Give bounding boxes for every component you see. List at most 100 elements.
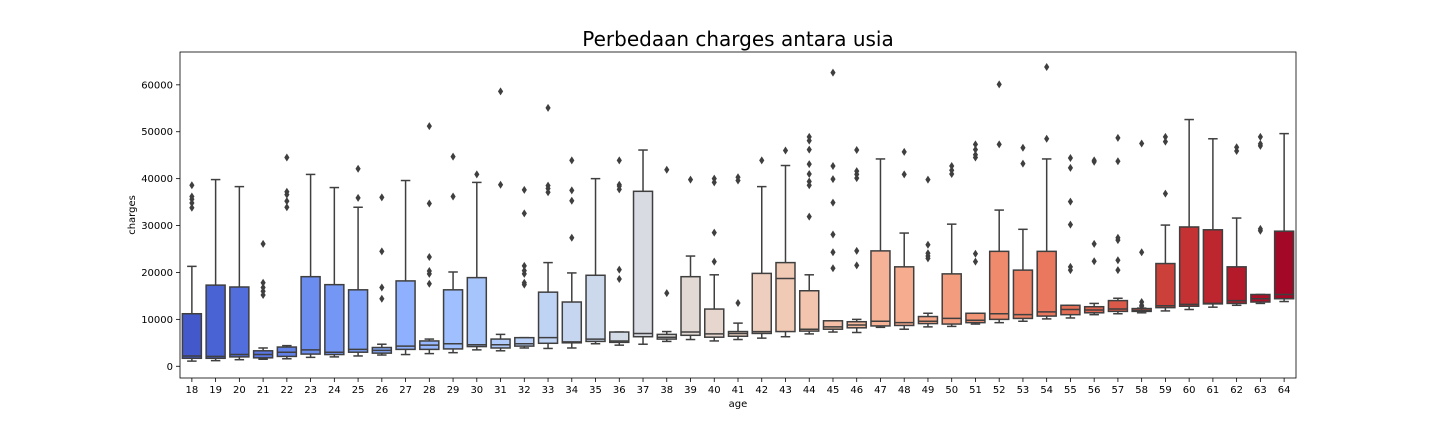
outlier-point — [474, 170, 480, 179]
outlier-point — [189, 181, 195, 190]
outlier-point — [782, 146, 789, 155]
outlier-point — [1257, 132, 1263, 141]
outlier-point — [379, 193, 385, 202]
outlier-point — [1020, 143, 1026, 152]
outlier-point — [806, 212, 812, 221]
outlier-point — [450, 152, 456, 161]
outlier-point — [1020, 159, 1026, 168]
outlier-point — [284, 187, 290, 196]
x-tick-label: 19 — [209, 385, 222, 396]
outlier-point — [1257, 139, 1263, 148]
x-tick-label: 21 — [257, 385, 270, 396]
outlier-point — [901, 170, 907, 179]
y-tick-label: 60000 — [141, 80, 173, 91]
plot-frame — [179, 51, 1297, 379]
y-tick-label: 10000 — [141, 315, 173, 326]
y-tick-label: 40000 — [141, 174, 173, 185]
box-30 — [466, 276, 488, 348]
x-tick-label: 45 — [827, 385, 840, 396]
outlier-point — [735, 298, 741, 307]
x-tick-label: 49 — [922, 385, 935, 396]
outlier-point — [806, 177, 812, 186]
x-tick-label: 41 — [732, 385, 745, 396]
outlier-point — [521, 261, 527, 270]
x-tick-label: 31 — [494, 385, 507, 396]
outlier-point — [616, 156, 622, 165]
box-42 — [751, 272, 772, 335]
outlier-point — [426, 199, 432, 208]
outlier-point — [1257, 224, 1263, 233]
outlier-point — [1115, 266, 1121, 275]
outlier-point — [830, 198, 836, 207]
outlier-point — [355, 164, 361, 173]
box-59 — [1155, 262, 1176, 309]
x-tick-label: 60 — [1183, 385, 1196, 396]
outlier-point — [1139, 298, 1145, 307]
box-20 — [229, 286, 250, 358]
y-tick-label: 50000 — [141, 127, 173, 138]
outlier-point — [687, 175, 694, 184]
x-tick-label: 35 — [589, 385, 602, 396]
outlier-point — [1067, 163, 1074, 172]
x-tick-label: 40 — [708, 385, 721, 396]
x-tick-label: 55 — [1064, 385, 1077, 396]
outlier-point — [996, 80, 1002, 89]
outlier-point — [521, 185, 527, 194]
outlier-point — [1091, 239, 1097, 248]
x-tick-label: 56 — [1088, 385, 1101, 396]
outlier-point — [854, 246, 860, 255]
outlier-point — [616, 180, 622, 189]
outlier-point — [497, 87, 504, 96]
x-tick-label: 32 — [518, 385, 531, 396]
box-61 — [1202, 229, 1224, 305]
outlier-point — [355, 193, 361, 202]
outlier-point — [854, 261, 860, 270]
outlier-point — [1115, 233, 1121, 242]
outlier-point — [664, 289, 670, 298]
x-tick-label: 58 — [1135, 385, 1148, 396]
x-tick-label: 28 — [423, 385, 436, 396]
outlier-point — [569, 196, 575, 205]
x-tick-label: 27 — [399, 385, 412, 396]
outlier-point — [925, 240, 931, 249]
outlier-point — [830, 248, 836, 257]
x-tick-label: 43 — [779, 385, 792, 396]
box-19 — [205, 284, 226, 360]
x-tick-label: 44 — [803, 385, 816, 396]
outlier-point — [569, 186, 575, 195]
outlier-point — [1162, 132, 1169, 141]
outlier-point — [830, 175, 836, 184]
outlier-point — [925, 175, 931, 184]
x-axis-label: age — [729, 399, 748, 410]
box-24 — [324, 283, 345, 356]
outlier-point — [189, 203, 195, 212]
box-29 — [442, 289, 464, 350]
x-tick-label: 51 — [969, 385, 982, 396]
outlier-point — [1091, 257, 1097, 266]
x-tick-label: 52 — [993, 385, 1006, 396]
plot-area: 0 10000 20000 30000 40000 50000 60000 18 19 20 21 2… — [141, 51, 1297, 396]
box-34 — [561, 301, 583, 344]
x-tick-label: 53 — [1017, 385, 1030, 396]
x-tick-label: 64 — [1278, 385, 1291, 396]
box-36 — [609, 331, 630, 344]
outlier-point — [284, 153, 290, 162]
x-tick-label: 54 — [1040, 385, 1053, 396]
outlier-point — [521, 209, 527, 218]
box-62 — [1226, 266, 1247, 305]
x-tick-label: 24 — [328, 385, 341, 396]
outlier-point — [806, 169, 812, 178]
outlier-point — [545, 181, 551, 190]
outlier-point — [830, 264, 836, 273]
x-tick-label: 57 — [1112, 385, 1125, 396]
outlier-point — [972, 140, 979, 149]
x-tick-label: 61 — [1207, 385, 1220, 396]
outlier-point — [1067, 154, 1074, 163]
x-tick-label: 62 — [1230, 385, 1243, 396]
outlier-point — [426, 122, 432, 131]
outlier-point — [806, 145, 812, 154]
outlier-point — [1067, 220, 1074, 229]
outlier-point — [830, 68, 836, 77]
outlier-point — [260, 278, 266, 287]
outlier-point — [521, 278, 527, 287]
